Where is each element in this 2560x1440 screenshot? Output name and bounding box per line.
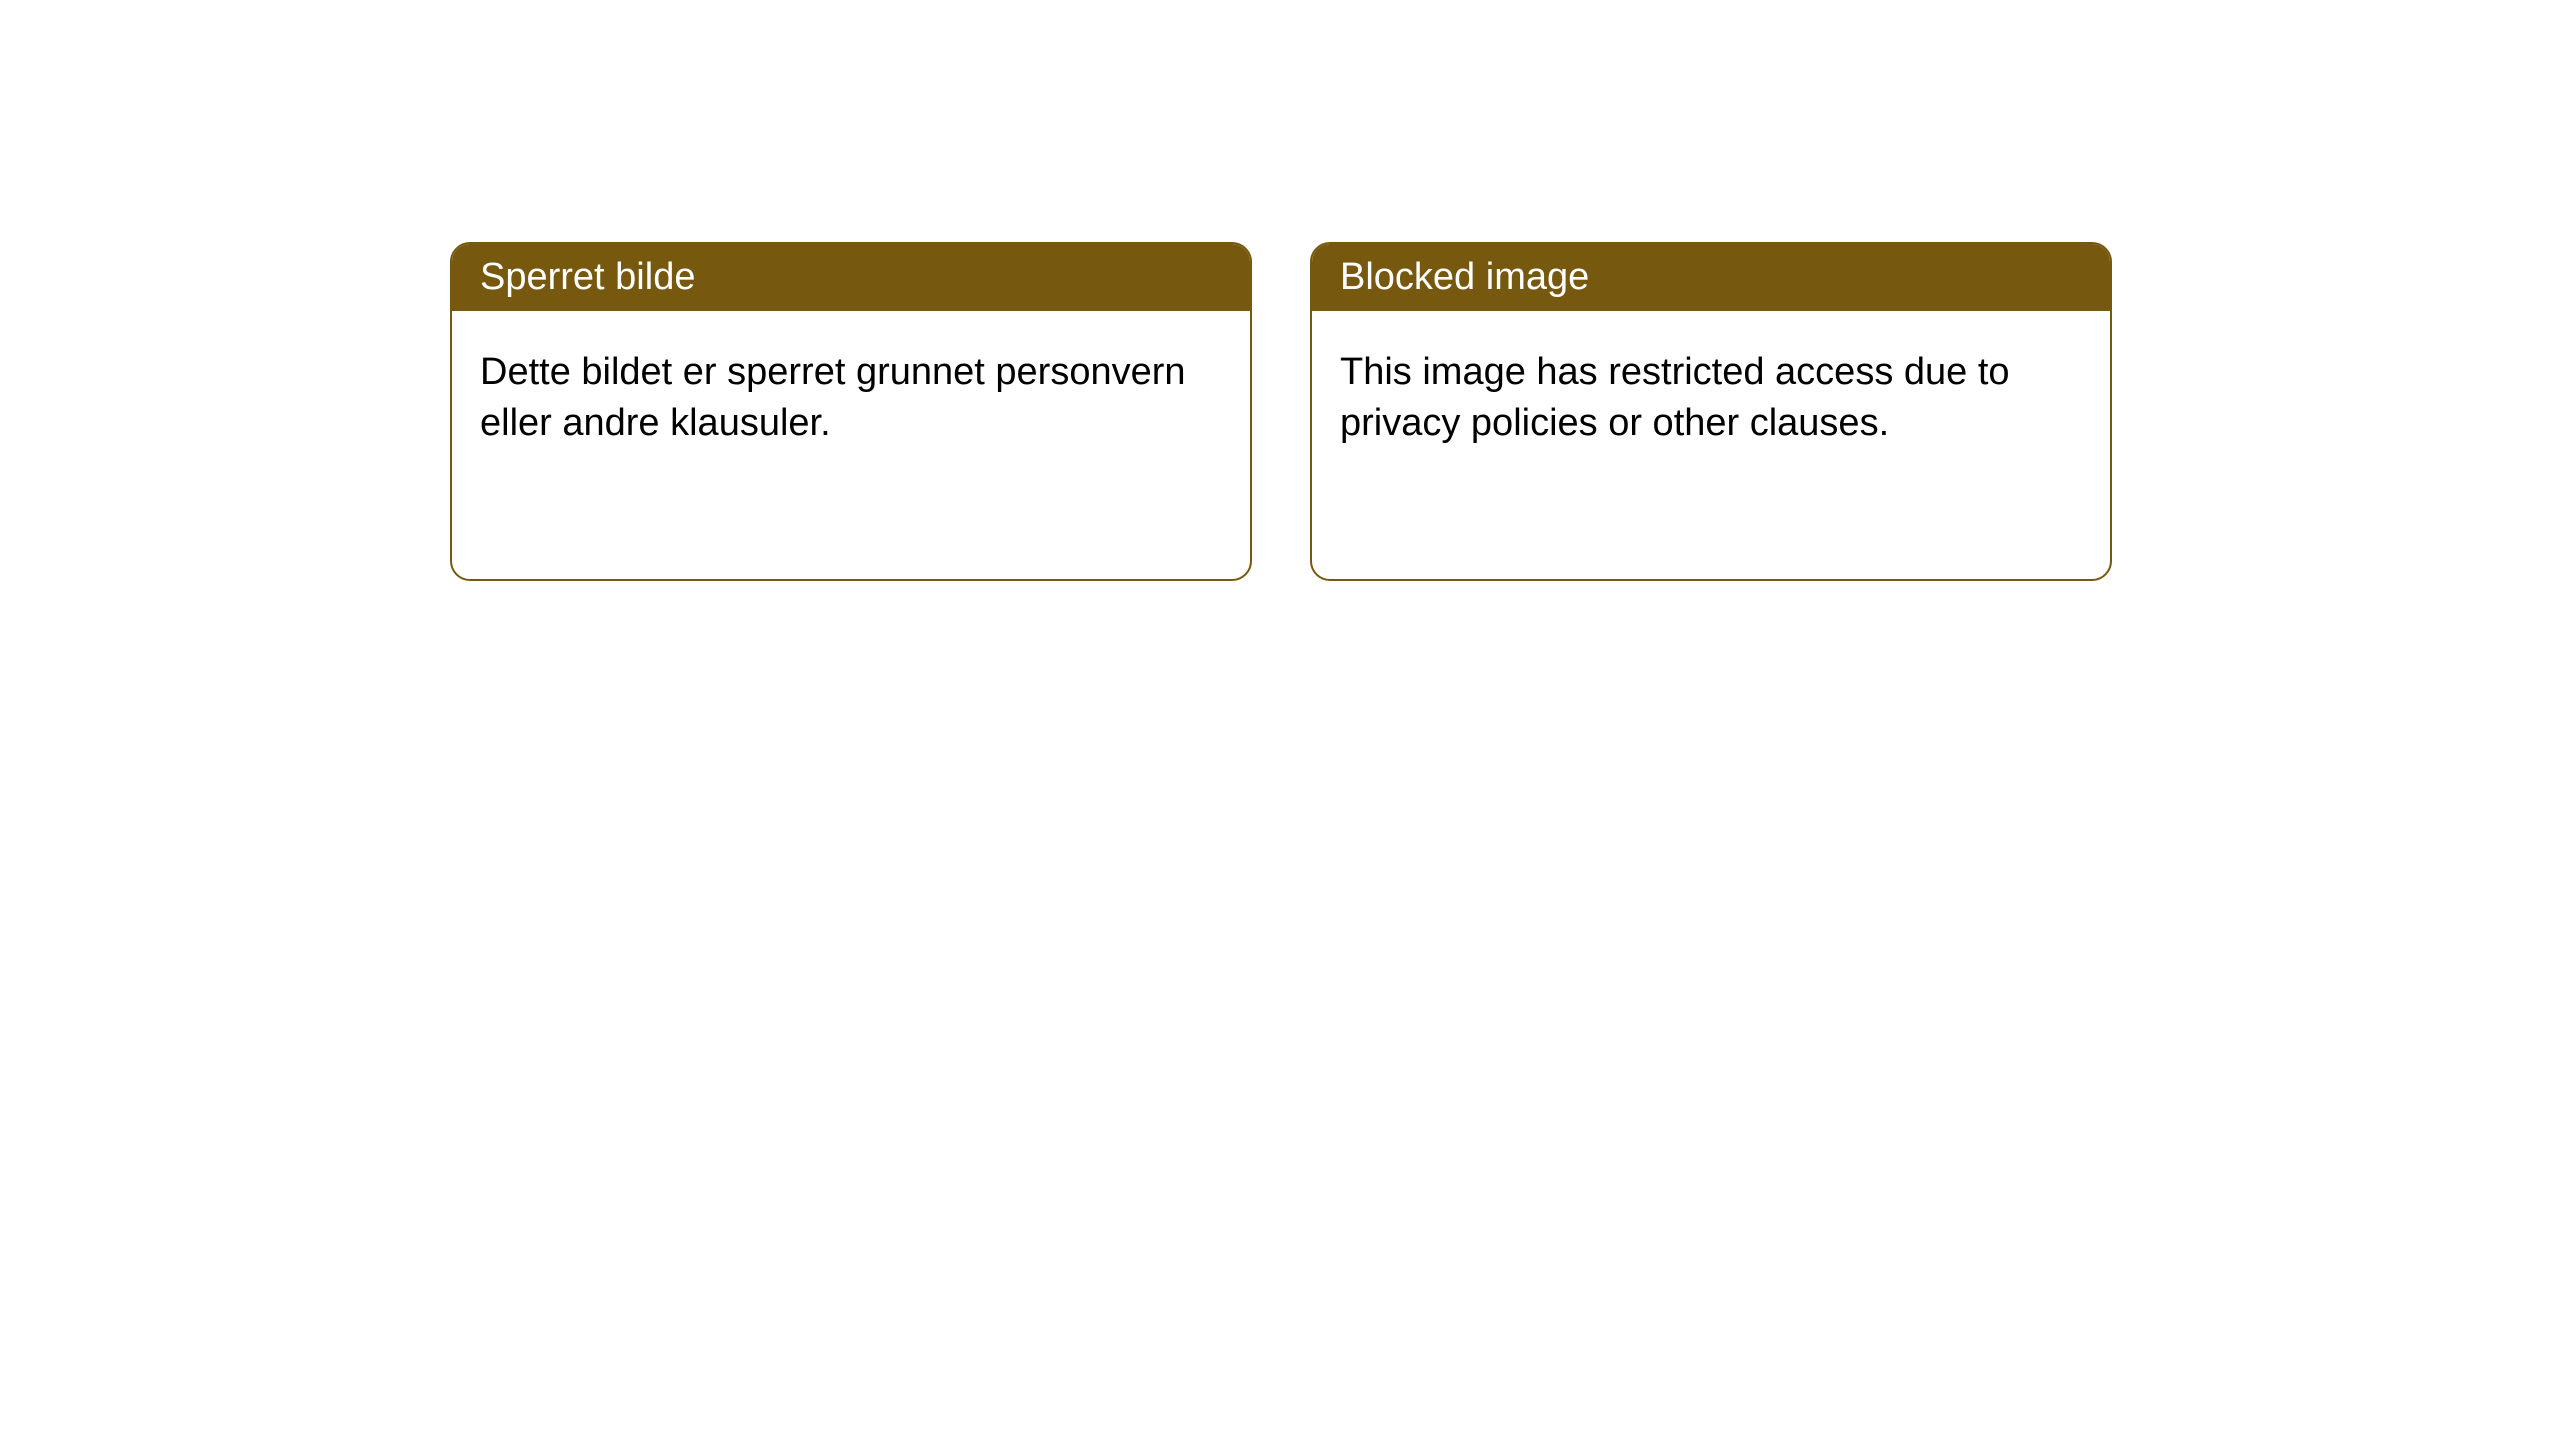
notice-card-english: Blocked image This image has restricted … bbox=[1310, 242, 2112, 581]
notice-body: This image has restricted access due to … bbox=[1312, 311, 2110, 486]
notice-body-text: Dette bildet er sperret grunnet personve… bbox=[480, 351, 1186, 444]
notice-title: Sperret bilde bbox=[480, 256, 695, 298]
notice-container: Sperret bilde Dette bildet er sperret gr… bbox=[0, 0, 2560, 581]
notice-header: Sperret bilde bbox=[452, 244, 1250, 311]
notice-card-norwegian: Sperret bilde Dette bildet er sperret gr… bbox=[450, 242, 1252, 581]
notice-body-text: This image has restricted access due to … bbox=[1340, 351, 2010, 444]
notice-title: Blocked image bbox=[1340, 256, 1589, 298]
notice-header: Blocked image bbox=[1312, 244, 2110, 311]
notice-body: Dette bildet er sperret grunnet personve… bbox=[452, 311, 1250, 486]
